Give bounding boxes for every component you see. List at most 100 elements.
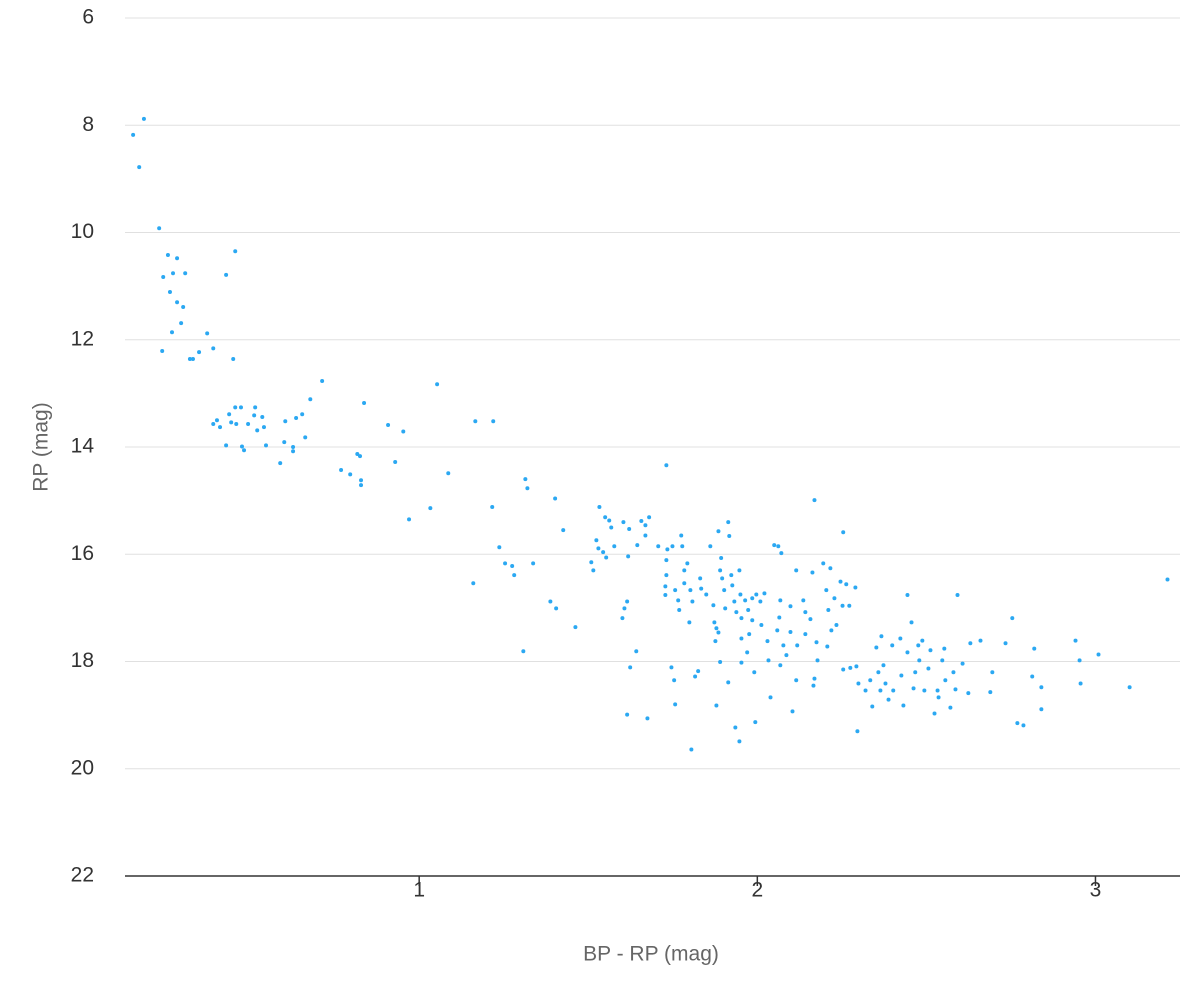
point <box>847 603 852 608</box>
point <box>734 610 739 615</box>
point <box>607 518 612 523</box>
point <box>838 579 843 584</box>
point <box>1032 646 1037 651</box>
point <box>909 620 914 625</box>
point <box>1039 685 1044 690</box>
point <box>698 576 703 581</box>
point <box>754 592 759 597</box>
point <box>626 554 631 559</box>
point <box>790 709 795 714</box>
point <box>913 670 918 675</box>
point <box>401 429 406 434</box>
point <box>161 275 166 280</box>
point <box>525 486 530 491</box>
point <box>253 405 258 410</box>
point <box>696 669 701 674</box>
point <box>794 678 799 683</box>
y-tick-label: 22 <box>71 864 94 887</box>
point <box>750 618 755 623</box>
point <box>905 593 910 598</box>
point <box>737 739 742 744</box>
point <box>812 676 817 681</box>
point <box>868 678 873 683</box>
point <box>187 357 192 362</box>
point <box>676 598 681 603</box>
point <box>175 256 180 261</box>
x-tick-label: 1 <box>413 879 425 902</box>
point <box>601 550 606 555</box>
point <box>762 591 767 596</box>
point <box>643 533 648 538</box>
point <box>171 271 176 276</box>
point <box>810 570 815 575</box>
point <box>291 449 296 454</box>
point <box>722 588 727 593</box>
point <box>899 673 904 678</box>
point <box>471 581 476 586</box>
point <box>828 566 833 571</box>
point <box>953 687 958 692</box>
point <box>231 357 236 362</box>
point <box>620 616 625 621</box>
y-tick-label: 16 <box>71 542 94 565</box>
point <box>435 382 440 387</box>
point <box>926 666 931 671</box>
point <box>362 401 367 406</box>
point <box>673 588 678 593</box>
point <box>718 660 723 665</box>
point <box>664 558 669 563</box>
point <box>935 688 940 693</box>
point <box>205 331 210 336</box>
point <box>758 599 763 604</box>
point <box>490 505 495 510</box>
point <box>943 678 948 683</box>
point <box>1039 707 1044 712</box>
point <box>832 596 837 601</box>
point <box>699 586 704 591</box>
point <box>682 581 687 586</box>
point <box>876 670 881 675</box>
point <box>729 573 734 578</box>
point <box>776 544 781 549</box>
point <box>137 165 142 170</box>
point <box>746 608 751 613</box>
point <box>803 632 808 637</box>
point <box>300 412 305 417</box>
point <box>794 568 799 573</box>
point <box>625 712 630 717</box>
point <box>854 664 859 669</box>
point <box>853 585 858 590</box>
point <box>278 461 283 466</box>
point <box>784 653 789 658</box>
point <box>1165 577 1170 582</box>
point <box>775 628 780 633</box>
point <box>211 421 216 426</box>
point <box>942 646 947 651</box>
point <box>878 688 883 693</box>
point <box>238 405 243 410</box>
point <box>283 419 288 424</box>
point <box>824 588 829 593</box>
point <box>788 630 793 635</box>
point <box>778 598 783 603</box>
point <box>693 674 698 679</box>
point <box>844 582 849 587</box>
point <box>473 419 478 424</box>
x-tick-label: 2 <box>751 879 763 902</box>
point <box>898 636 903 641</box>
point <box>359 478 364 483</box>
point <box>573 625 578 630</box>
point <box>197 350 202 355</box>
point <box>131 132 136 137</box>
point <box>940 658 945 663</box>
point <box>663 584 668 589</box>
point <box>759 623 764 628</box>
point <box>181 305 186 310</box>
point <box>677 608 682 613</box>
point <box>1015 721 1020 726</box>
point <box>1077 658 1082 663</box>
point <box>393 460 398 465</box>
point <box>841 530 846 535</box>
point <box>916 643 921 648</box>
